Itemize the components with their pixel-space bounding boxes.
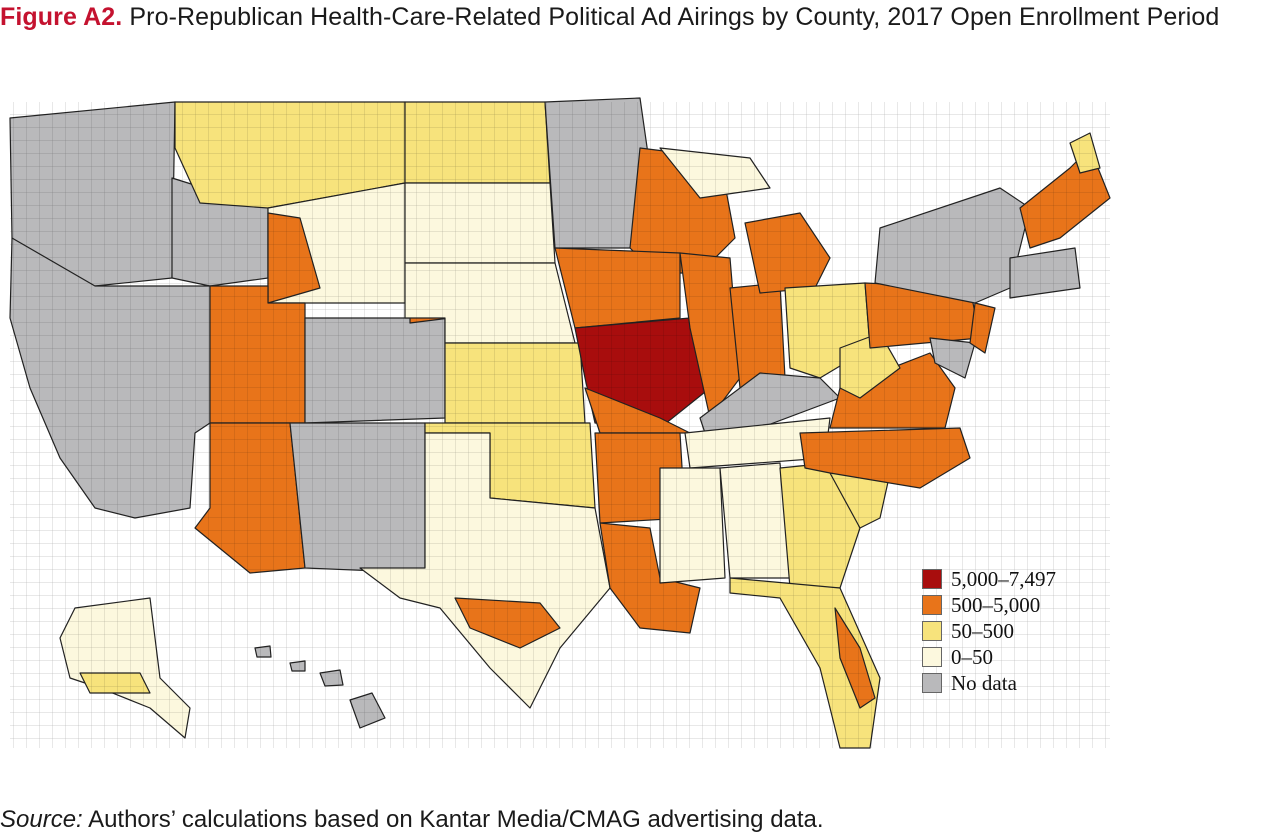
figure-title-text: Pro-Republican Health-Care-Related Polit… [122,3,1220,31]
legend-swatch-5000-7497 [922,569,942,589]
county-boundaries [10,102,1110,748]
map-legend: 5,000–7,497 500–5,000 50–500 0–50 No dat… [922,566,1056,696]
map-svg [9,97,1111,749]
legend-item: No data [922,670,1056,696]
source-note: Source: Authors’ calculations based on K… [0,806,824,834]
legend-label: No data [951,670,1017,695]
legend-swatch-50-500 [922,621,942,641]
source-prefix: Source: [0,806,83,833]
legend-label: 50–500 [951,618,1014,643]
legend-label: 5,000–7,497 [951,566,1056,591]
legend-swatch-500-5000 [922,595,942,615]
legend-swatch-no-data [922,673,942,693]
legend-item: 50–500 [922,618,1056,644]
us-county-choropleth-map [0,88,1130,808]
legend-item: 0–50 [922,644,1056,670]
figure-title: Figure A2. Pro-Republican Health-Care-Re… [0,0,1280,36]
figure-label: Figure A2. [0,3,123,31]
legend-label: 500–5,000 [951,592,1041,617]
legend-item: 500–5,000 [922,592,1056,618]
legend-swatch-0-50 [922,647,942,667]
source-text: Authors’ calculations based on Kantar Me… [82,806,824,833]
legend-label: 0–50 [951,644,993,669]
legend-item: 5,000–7,497 [922,566,1056,592]
